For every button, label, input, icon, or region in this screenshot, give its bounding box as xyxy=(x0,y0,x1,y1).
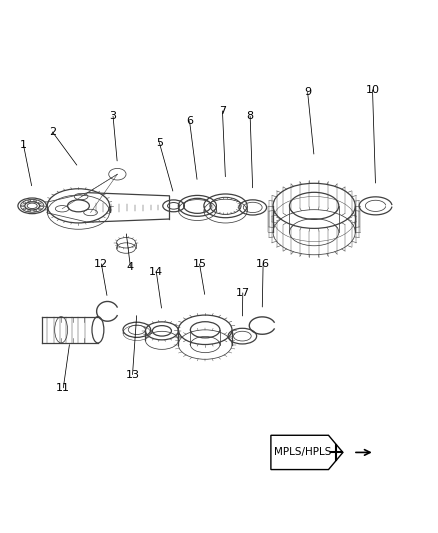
Text: 7: 7 xyxy=(219,106,226,116)
Text: MPLS/HPLS: MPLS/HPLS xyxy=(274,447,332,457)
Text: 11: 11 xyxy=(57,383,71,393)
Text: 2: 2 xyxy=(49,127,56,137)
Text: 6: 6 xyxy=(186,116,193,126)
Text: 8: 8 xyxy=(247,111,254,121)
Text: 14: 14 xyxy=(149,267,163,277)
Text: 13: 13 xyxy=(126,369,140,379)
Text: 4: 4 xyxy=(127,262,134,271)
Text: 17: 17 xyxy=(236,288,250,298)
Text: 16: 16 xyxy=(256,259,270,269)
Text: 5: 5 xyxy=(156,138,163,148)
Text: 10: 10 xyxy=(366,85,379,95)
Text: 3: 3 xyxy=(110,111,117,121)
Text: 15: 15 xyxy=(193,259,207,269)
Text: 9: 9 xyxy=(304,87,311,98)
Text: 12: 12 xyxy=(94,259,109,269)
Text: 1: 1 xyxy=(20,140,27,150)
